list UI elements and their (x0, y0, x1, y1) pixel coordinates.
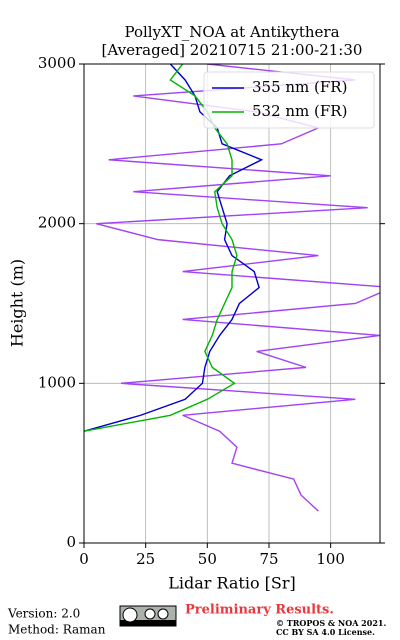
x-tick-label: 25 (136, 550, 155, 568)
cc-badge (119, 605, 177, 627)
y-tick-label: 2000 (38, 214, 76, 232)
y-axis-label: Height (m) (8, 259, 27, 347)
y-tick-label: 0 (66, 533, 76, 551)
legend-label: 532 nm (FR) (252, 102, 347, 120)
chart-subtitle: [Averaged] 20210715 21:00-21:30 (102, 41, 363, 59)
x-tick-label: 100 (316, 550, 345, 568)
x-axis-label: Lidar Ratio [Sr] (168, 574, 296, 593)
x-tick-label: 0 (79, 550, 89, 568)
y-tick-label: 1000 (38, 373, 76, 391)
x-tick-label: 50 (198, 550, 217, 568)
plot-area (84, 64, 380, 543)
license: CC BY SA 4.0 License. (276, 627, 375, 637)
copyright: © TROPOS & NOA 2021. (276, 618, 386, 628)
version: Version: 2.0 (7, 607, 80, 621)
y-tick-label: 3000 (38, 54, 76, 72)
axes-frame (83, 63, 381, 544)
chart-title: PollyXT_NOA at Antikythera (124, 23, 339, 41)
x-tick-label: 75 (259, 550, 278, 568)
status: Preliminary Results. (185, 603, 334, 618)
legend-box (203, 71, 375, 129)
profile-line (96, 64, 380, 512)
method: Method: Raman (8, 623, 106, 637)
legend-label: 355 nm (FR) (252, 78, 347, 96)
